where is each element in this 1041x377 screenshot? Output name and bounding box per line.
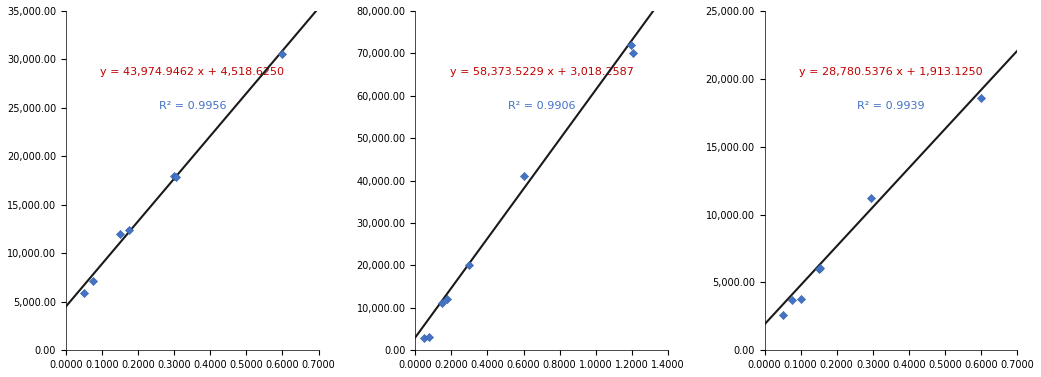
Text: R² = 0.9956: R² = 0.9956 <box>158 101 226 111</box>
Point <box>438 296 455 302</box>
Point <box>863 195 880 201</box>
Point <box>416 336 433 342</box>
Point <box>792 296 809 302</box>
Point <box>84 277 101 284</box>
Point <box>121 227 137 233</box>
Point <box>810 266 827 272</box>
Point <box>972 95 989 101</box>
Point <box>812 265 829 271</box>
Text: R² = 0.9939: R² = 0.9939 <box>857 101 924 111</box>
Text: y = 28,780.5376 x + 1,913.1250: y = 28,780.5376 x + 1,913.1250 <box>799 67 983 77</box>
Point <box>168 174 184 180</box>
Point <box>515 173 532 179</box>
Text: R² = 0.9906: R² = 0.9906 <box>508 101 576 111</box>
Point <box>421 334 437 340</box>
Point <box>783 297 799 303</box>
Point <box>623 42 639 48</box>
Text: y = 58,373.5229 x + 3,018.2587: y = 58,373.5229 x + 3,018.2587 <box>450 67 634 77</box>
Point <box>434 300 451 306</box>
Point <box>111 231 128 237</box>
Point <box>166 173 182 179</box>
Text: y = 43,974.9462 x + 4,518.6250: y = 43,974.9462 x + 4,518.6250 <box>100 67 284 77</box>
Point <box>76 290 93 296</box>
Point <box>461 262 478 268</box>
Point <box>625 51 641 57</box>
Point <box>775 312 791 318</box>
Point <box>274 51 290 57</box>
